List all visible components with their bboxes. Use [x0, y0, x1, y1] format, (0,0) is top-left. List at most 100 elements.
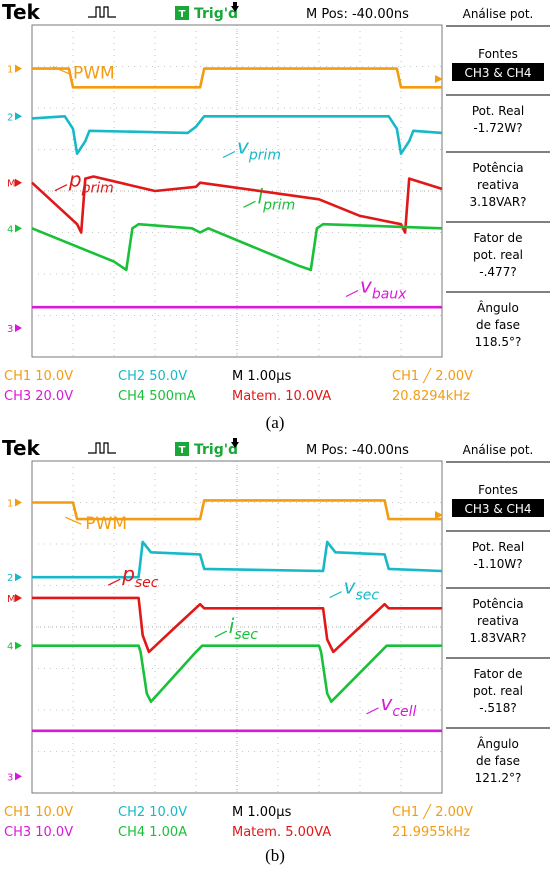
menu-sources-box [452, 63, 544, 81]
menu-item-line: reativa [477, 614, 519, 628]
trigger-position-arrow-icon [231, 2, 239, 12]
label-p-subscript: prim [81, 181, 114, 197]
label-aux-a: vbaux [360, 274, 407, 303]
channel-marker-arrow-aux [15, 772, 22, 781]
figure-caption-a: (a) [265, 413, 285, 432]
label-leader-p [54, 184, 68, 192]
menu-item-line: -1.10W? [473, 557, 522, 571]
menu-item-line: Potência [472, 161, 523, 175]
acquisition-icon [88, 442, 116, 454]
label-v-a: vprim [237, 135, 281, 164]
label-leader-v [329, 591, 342, 599]
label-p-symbol: p [121, 562, 135, 586]
channel-marker-v: 2 [7, 573, 13, 584]
menu-item-line: -.518? [479, 701, 516, 715]
channel-marker-aux: 3 [7, 772, 13, 783]
readout-timebase: M 1.00µs [232, 805, 292, 820]
menu-item-line: Potência [472, 597, 523, 611]
readout-ch2: CH2 10.0V [118, 805, 187, 820]
readout-frequency: 21.9955kHz [392, 825, 470, 840]
menu-item-line: Ângulo [477, 300, 519, 315]
trigger-level-marker-icon [435, 510, 443, 519]
menu-item-line: 1.83VAR? [469, 631, 526, 645]
label-i-symbol: i [258, 184, 264, 208]
horizontal-position: M Pos: -40.00ns [306, 443, 409, 458]
label-aux-subscript: cell [392, 704, 416, 720]
label-leader-v [222, 150, 236, 159]
readout-math: Matem. 10.0VA [232, 389, 331, 404]
label-leader-pwm [52, 66, 70, 75]
menu-item-line: de fase [476, 318, 520, 332]
channel-marker-arrow-v [15, 573, 22, 582]
trigger-badge [175, 442, 189, 456]
trace-pwm-a [32, 67, 442, 89]
horizontal-position: M Pos: -40.00ns [306, 7, 409, 22]
menu-sources-label: Fontes [478, 47, 518, 61]
readout-bar [0, 362, 550, 410]
label-i-subscript: prim [262, 197, 295, 213]
trigger-badge-letter: T [179, 445, 186, 456]
channel-marker-arrow-i [15, 641, 22, 650]
menu-item-line: pot. real [473, 248, 523, 262]
menu-item-line: Fator de [474, 667, 523, 681]
channel-marker-arrow-pwm [15, 498, 22, 507]
menu-item-line: Ângulo [477, 736, 519, 751]
menu-item-line: 118.5°? [475, 335, 522, 349]
label-p-b: psec [121, 562, 159, 591]
label-v-subscript: sec [355, 588, 379, 604]
trace-p-a [31, 175, 443, 234]
menu-item-line: -1.72W? [473, 121, 522, 135]
label-v-subscript: prim [248, 148, 281, 164]
menu-title: Análise pot. [463, 7, 534, 21]
label-p-symbol: p [68, 168, 82, 192]
trigger-level-marker-icon [435, 74, 443, 83]
menu-item-line: reativa [477, 178, 519, 192]
label-i-subscript: sec [234, 627, 258, 643]
readout-ch3: CH3 10.0V [4, 825, 73, 840]
readout-ch4: CH4 500mA [118, 389, 196, 404]
trigger-status: Trig'd [194, 442, 238, 458]
trace-i-a [31, 222, 443, 272]
label-p-subscript: sec [135, 575, 159, 591]
trace-v-b [32, 540, 443, 579]
scope-screen-b: Tek T Trig'd M Pos: -40.00ns12M43PWMvsecpse… [0, 436, 550, 846]
menu-item-line: Fator de [474, 231, 523, 245]
menu-item-line: pot. real [473, 684, 523, 698]
channel-marker-arrow-i [15, 224, 22, 233]
label-pwm: PWM [85, 514, 127, 534]
label-aux-subscript: baux [372, 287, 407, 303]
acquisition-icon [88, 6, 116, 18]
label-leader-i [214, 630, 228, 638]
label-leader-i [243, 200, 256, 208]
menu-item-line: 121.2°? [475, 771, 522, 785]
readout-timebase: M 1.00µs [232, 369, 292, 384]
channel-marker-pwm: 1 [7, 65, 13, 76]
channel-marker-i: 4 [7, 224, 13, 235]
trace-v-a [31, 115, 443, 155]
menu-sources-label: Fontes [478, 483, 518, 497]
channel-marker-p: M [7, 179, 16, 190]
channel-marker-arrow-pwm [15, 64, 22, 73]
readout-ch4: CH4 1.00A [118, 825, 187, 840]
menu-title: Análise pot. [463, 443, 534, 457]
readout-frequency: 20.8294kHz [392, 389, 470, 404]
label-pwm: PWM [73, 64, 115, 84]
channel-marker-arrow-v [15, 112, 22, 121]
channel-marker-arrow-aux [15, 323, 22, 332]
menu-item-line: Pot. Real [472, 104, 524, 118]
figure-caption-b: (b) [265, 846, 285, 865]
channel-marker-arrow-p [15, 593, 22, 602]
label-leader-aux [366, 707, 379, 715]
label-p-a: pprim [68, 168, 114, 197]
trigger-position-arrow-icon [231, 438, 239, 448]
label-v-symbol: v [237, 135, 250, 159]
channel-marker-v: 2 [7, 112, 13, 123]
readout-math: Matem. 5.00VA [232, 825, 331, 840]
brand-logo: Tek [2, 436, 41, 460]
trigger-badge [175, 6, 189, 20]
readout-ch2: CH2 50.0V [118, 369, 187, 384]
label-v-b: vsec [344, 575, 380, 604]
channel-marker-p: M [7, 594, 16, 605]
menu-sources-value: CH3 & CH4 [464, 502, 531, 516]
trace-i-b [32, 644, 442, 703]
